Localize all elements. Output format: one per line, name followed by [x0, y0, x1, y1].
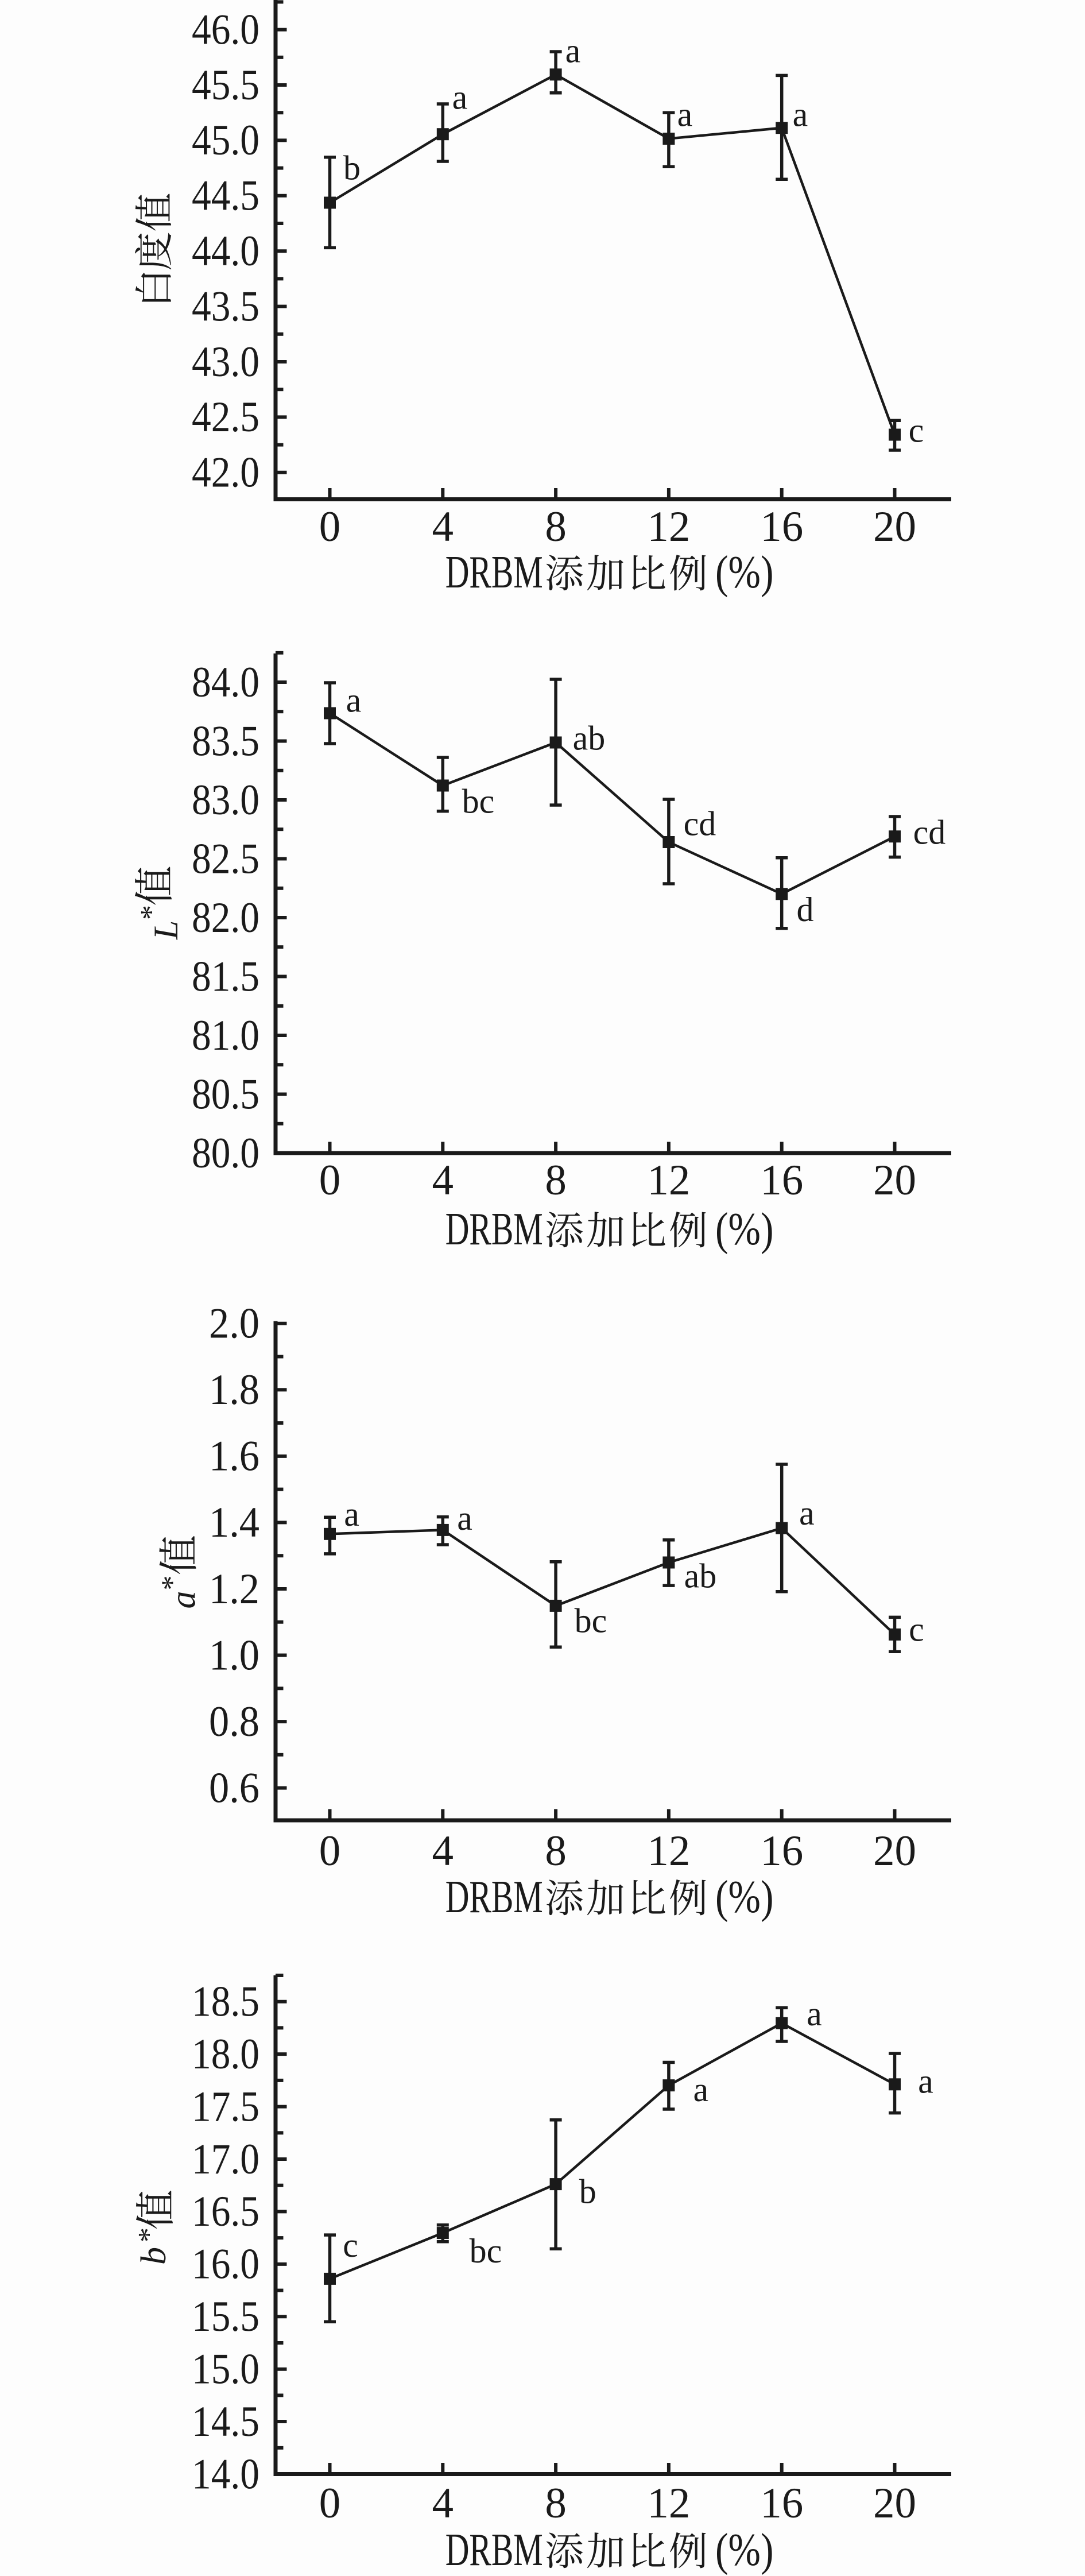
svg-text:DRBM: DRBM — [445, 547, 543, 598]
svg-text:8: 8 — [545, 2480, 567, 2527]
svg-text:L: L — [147, 920, 185, 940]
svg-text:20: 20 — [873, 503, 916, 551]
svg-text:d: d — [797, 891, 814, 929]
svg-text:84.0: 84.0 — [192, 659, 259, 706]
svg-text:46.0: 46.0 — [192, 6, 259, 53]
svg-text:20: 20 — [873, 2480, 916, 2527]
svg-text:bc: bc — [575, 1602, 607, 1640]
svg-text:17.5: 17.5 — [192, 2083, 259, 2130]
svg-text:c: c — [909, 1611, 924, 1649]
svg-text:1.2: 1.2 — [209, 1565, 259, 1613]
svg-text:(%): (%) — [715, 2525, 774, 2575]
svg-text:a: a — [565, 32, 581, 70]
svg-text:14.5: 14.5 — [192, 2398, 259, 2446]
svg-text:c: c — [343, 2226, 358, 2264]
svg-text:20: 20 — [873, 1827, 916, 1875]
svg-text:1.0: 1.0 — [209, 1631, 259, 1679]
svg-text:b: b — [134, 2247, 173, 2265]
svg-text:42.0: 42.0 — [192, 449, 259, 497]
svg-text:16: 16 — [760, 2480, 803, 2527]
svg-text:44.0: 44.0 — [192, 227, 259, 275]
svg-text:ab: ab — [573, 720, 606, 757]
svg-text:DRBM: DRBM — [445, 1872, 543, 1923]
svg-text:1.6: 1.6 — [209, 1433, 259, 1480]
svg-text:bc: bc — [470, 2232, 502, 2270]
svg-text:0: 0 — [319, 1827, 341, 1875]
svg-text:a: a — [164, 1591, 203, 1609]
svg-text:2.0: 2.0 — [209, 1300, 259, 1348]
svg-text:16: 16 — [760, 1157, 803, 1204]
svg-text:81.5: 81.5 — [192, 953, 259, 1000]
svg-text:*: * — [133, 2227, 165, 2242]
svg-text:18.5: 18.5 — [192, 1978, 259, 2026]
svg-text:80.5: 80.5 — [192, 1070, 259, 1118]
svg-text:45.5: 45.5 — [192, 61, 259, 109]
svg-text:DRBM: DRBM — [445, 1204, 543, 1255]
svg-text:12: 12 — [647, 503, 690, 551]
svg-text:cd: cd — [913, 814, 946, 852]
svg-text:4: 4 — [432, 1157, 454, 1204]
svg-text:a: a — [457, 1499, 472, 1537]
svg-text:(%): (%) — [715, 1204, 774, 1255]
svg-text:83.0: 83.0 — [192, 776, 259, 824]
svg-text:15.0: 15.0 — [192, 2346, 259, 2393]
svg-text:*: * — [156, 1576, 189, 1591]
svg-text:a: a — [918, 2062, 933, 2100]
svg-text:44.5: 44.5 — [192, 172, 259, 220]
svg-text:81.0: 81.0 — [192, 1012, 259, 1059]
svg-text:a: a — [693, 2071, 708, 2109]
svg-text:18.0: 18.0 — [192, 2030, 259, 2078]
svg-text:1.4: 1.4 — [209, 1499, 259, 1546]
svg-text:12: 12 — [647, 1157, 690, 1204]
svg-text:82.0: 82.0 — [192, 894, 259, 942]
svg-text:ab: ab — [684, 1557, 717, 1595]
svg-text:DRBM: DRBM — [445, 2525, 543, 2575]
svg-text:c: c — [909, 412, 924, 450]
svg-text:b: b — [579, 2173, 596, 2211]
svg-text:(%): (%) — [715, 1872, 774, 1923]
svg-text:0.6: 0.6 — [209, 1764, 259, 1812]
svg-text:4: 4 — [432, 503, 454, 551]
svg-text:16: 16 — [760, 1827, 803, 1875]
svg-text:45.0: 45.0 — [192, 117, 259, 164]
svg-text:12: 12 — [647, 1827, 690, 1875]
svg-text:16.0: 16.0 — [192, 2241, 259, 2288]
svg-text:4: 4 — [432, 2480, 454, 2527]
svg-text:43.5: 43.5 — [192, 283, 259, 330]
svg-text:a: a — [677, 96, 693, 134]
svg-text:b: b — [343, 149, 361, 187]
svg-text:82.5: 82.5 — [192, 835, 259, 883]
svg-text:15.5: 15.5 — [192, 2293, 259, 2341]
svg-text:42.5: 42.5 — [192, 393, 259, 441]
svg-text:0: 0 — [319, 2480, 341, 2527]
svg-text:20: 20 — [873, 1157, 916, 1204]
svg-text:0.8: 0.8 — [209, 1698, 259, 1746]
svg-text:a: a — [346, 682, 362, 720]
svg-text:a: a — [452, 79, 468, 117]
svg-text:a: a — [344, 1495, 359, 1533]
svg-text:a: a — [793, 96, 808, 134]
svg-text:83.5: 83.5 — [192, 717, 259, 765]
svg-text:14.0: 14.0 — [192, 2450, 259, 2498]
svg-text:16.5: 16.5 — [192, 2188, 259, 2235]
svg-text:cd: cd — [684, 805, 716, 843]
svg-text:4: 4 — [432, 1827, 454, 1875]
svg-text:8: 8 — [545, 1157, 567, 1204]
svg-text:8: 8 — [545, 503, 567, 551]
svg-text:(%): (%) — [715, 547, 774, 598]
svg-text:a: a — [807, 1995, 822, 2033]
svg-text:8: 8 — [545, 1827, 567, 1875]
svg-text:12: 12 — [647, 2480, 690, 2527]
svg-text:17.0: 17.0 — [192, 2136, 259, 2183]
svg-text:43.0: 43.0 — [192, 338, 259, 386]
svg-text:0: 0 — [319, 503, 341, 551]
svg-text:a: a — [799, 1494, 815, 1532]
svg-text:0: 0 — [319, 1157, 341, 1204]
svg-text:1.8: 1.8 — [209, 1366, 259, 1414]
svg-text:bc: bc — [462, 783, 495, 821]
svg-text:*: * — [135, 905, 168, 920]
svg-text:80.0: 80.0 — [192, 1130, 259, 1177]
svg-text:16: 16 — [760, 503, 803, 551]
